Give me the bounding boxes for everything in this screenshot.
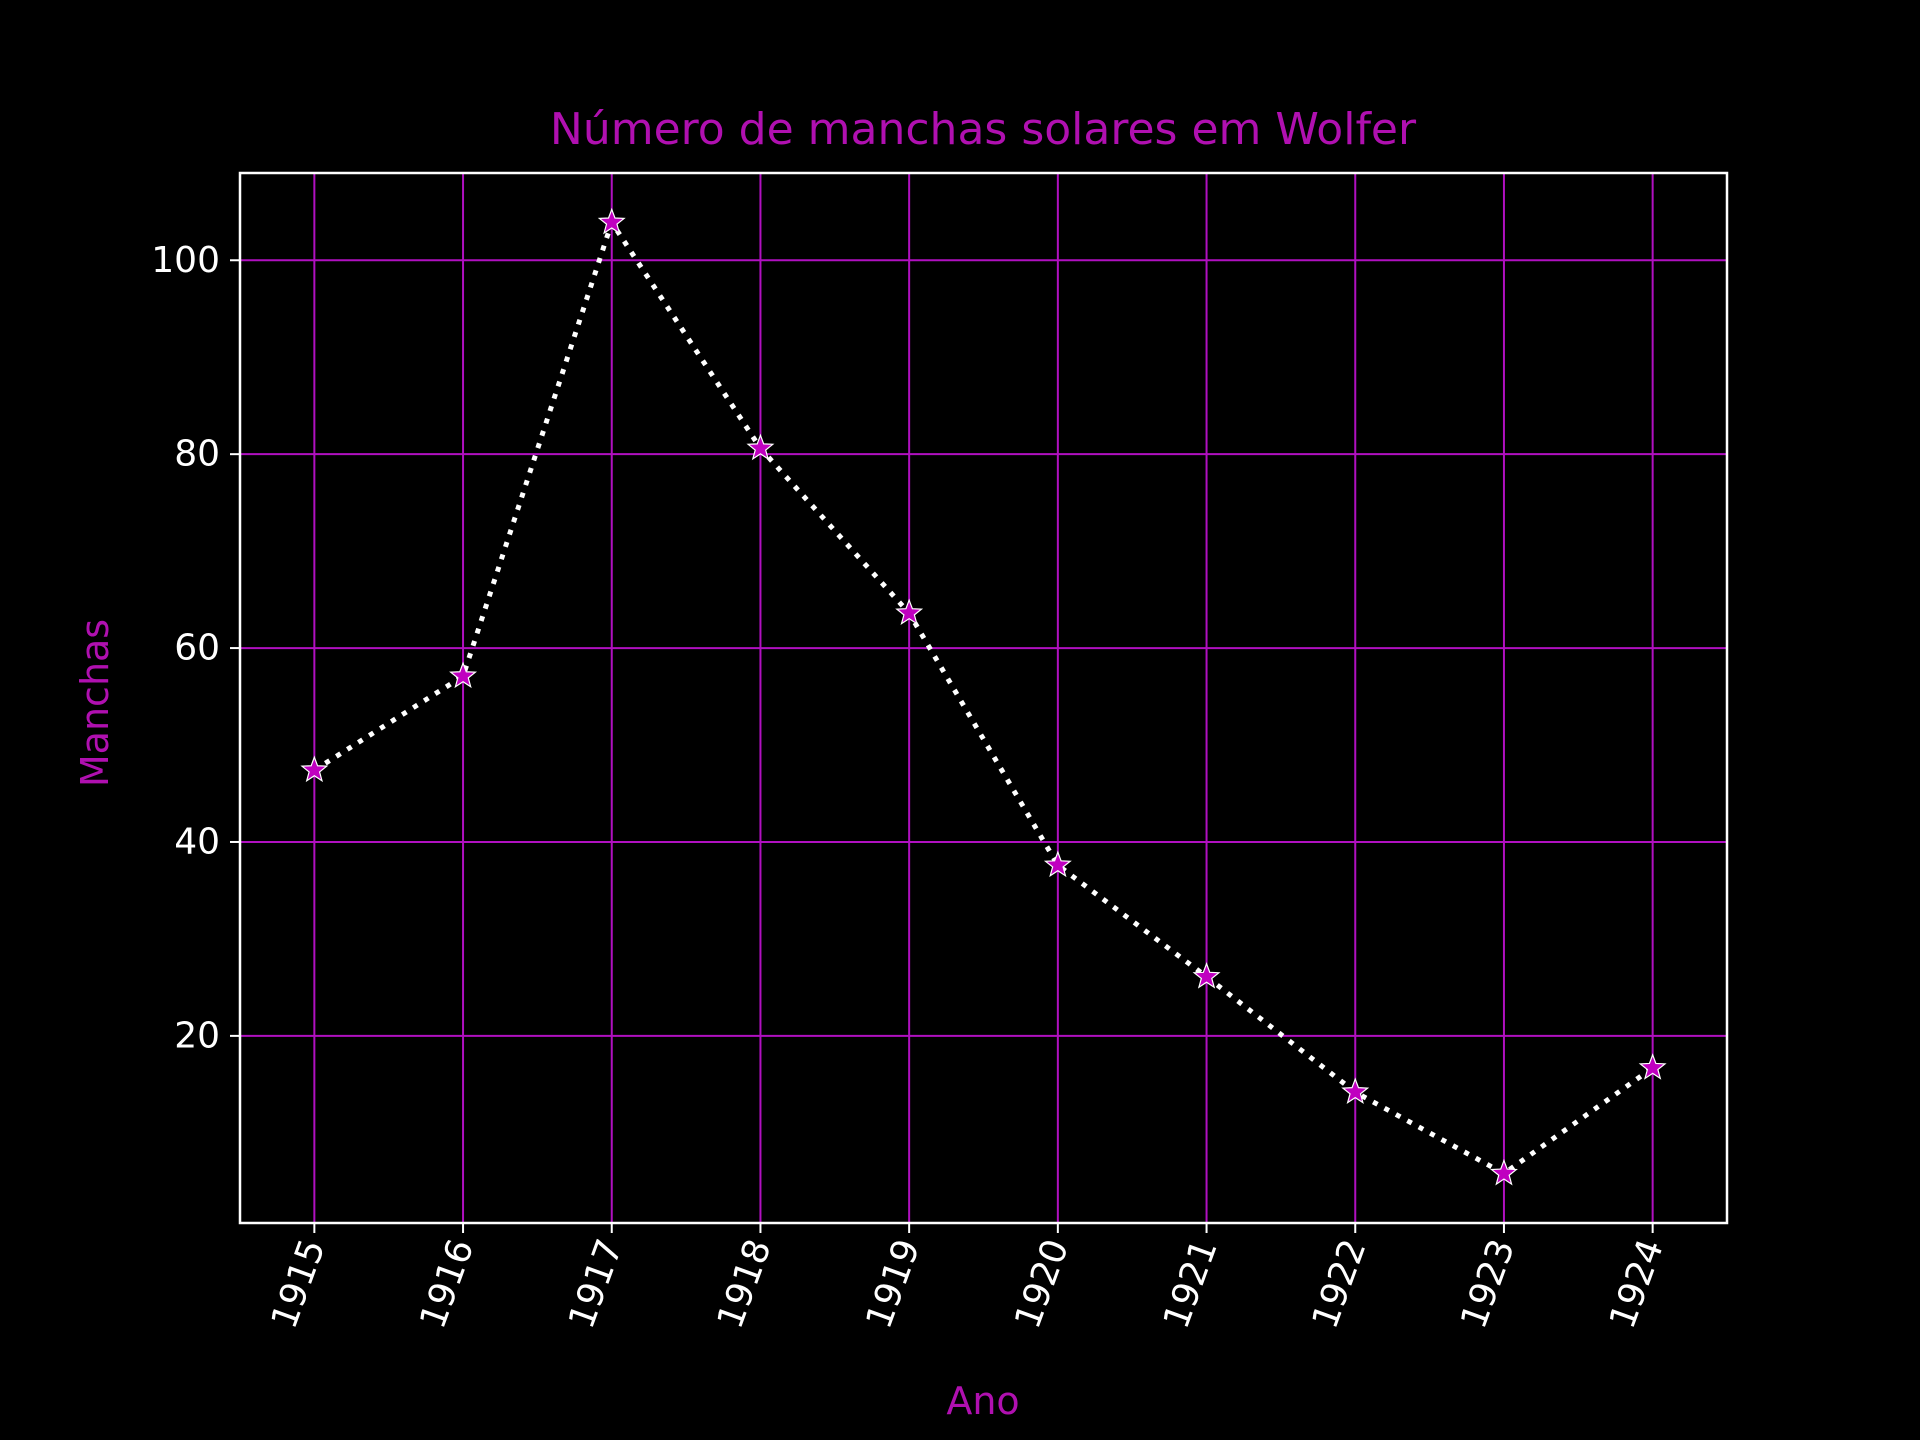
data-point-marker xyxy=(597,207,626,235)
plot-frame xyxy=(238,171,1729,1225)
chart-title: Número de manchas solares em Wolfer xyxy=(550,104,1417,155)
y-tick-label: 80 xyxy=(174,434,220,475)
data-point-marker xyxy=(300,755,329,783)
data-point-marker xyxy=(1192,962,1221,989)
marker-layer xyxy=(300,207,1667,1186)
y-tick-label: 100 xyxy=(151,240,220,281)
y-tick-label: 60 xyxy=(174,628,220,669)
grid-lines xyxy=(240,173,1727,1223)
data-point-marker xyxy=(449,661,478,689)
data-point-marker xyxy=(746,433,775,461)
data-point-marker xyxy=(1043,850,1072,878)
x-axis-label: Ano xyxy=(946,1379,1019,1423)
data-point-marker xyxy=(1489,1158,1518,1186)
data-point-marker xyxy=(1341,1077,1370,1105)
y-tick-label: 40 xyxy=(174,821,220,862)
y-tick-label: 20 xyxy=(174,1015,220,1056)
data-point-marker xyxy=(1638,1053,1667,1080)
y-axis-label: Manchas xyxy=(73,619,117,787)
data-point-marker xyxy=(895,598,924,626)
